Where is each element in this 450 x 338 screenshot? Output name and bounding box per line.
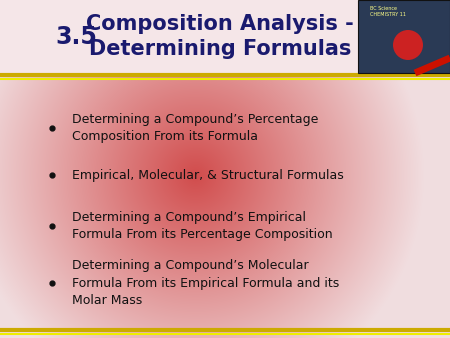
Text: BC Science
CHEMISTRY 11: BC Science CHEMISTRY 11: [370, 6, 406, 17]
Bar: [0, 0, 450, 73]
Text: Determining a Compound’s Empirical
Formula From its Percentage Composition: Determining a Compound’s Empirical Formu…: [72, 211, 333, 241]
Text: 3.5: 3.5: [55, 24, 97, 48]
Text: Empirical, Molecular, & Structural Formulas: Empirical, Molecular, & Structural Formu…: [72, 169, 344, 182]
Text: Composition Analysis -
Determining Formulas: Composition Analysis - Determining Formu…: [86, 14, 354, 59]
Text: Determining a Compound’s Percentage
Composition From its Formula: Determining a Compound’s Percentage Comp…: [72, 113, 319, 143]
Bar: [358, 0, 450, 73]
Text: Determining a Compound’s Molecular
Formula From its Empirical Formula and its
Mo: Determining a Compound’s Molecular Formu…: [72, 260, 339, 307]
Circle shape: [393, 30, 423, 60]
